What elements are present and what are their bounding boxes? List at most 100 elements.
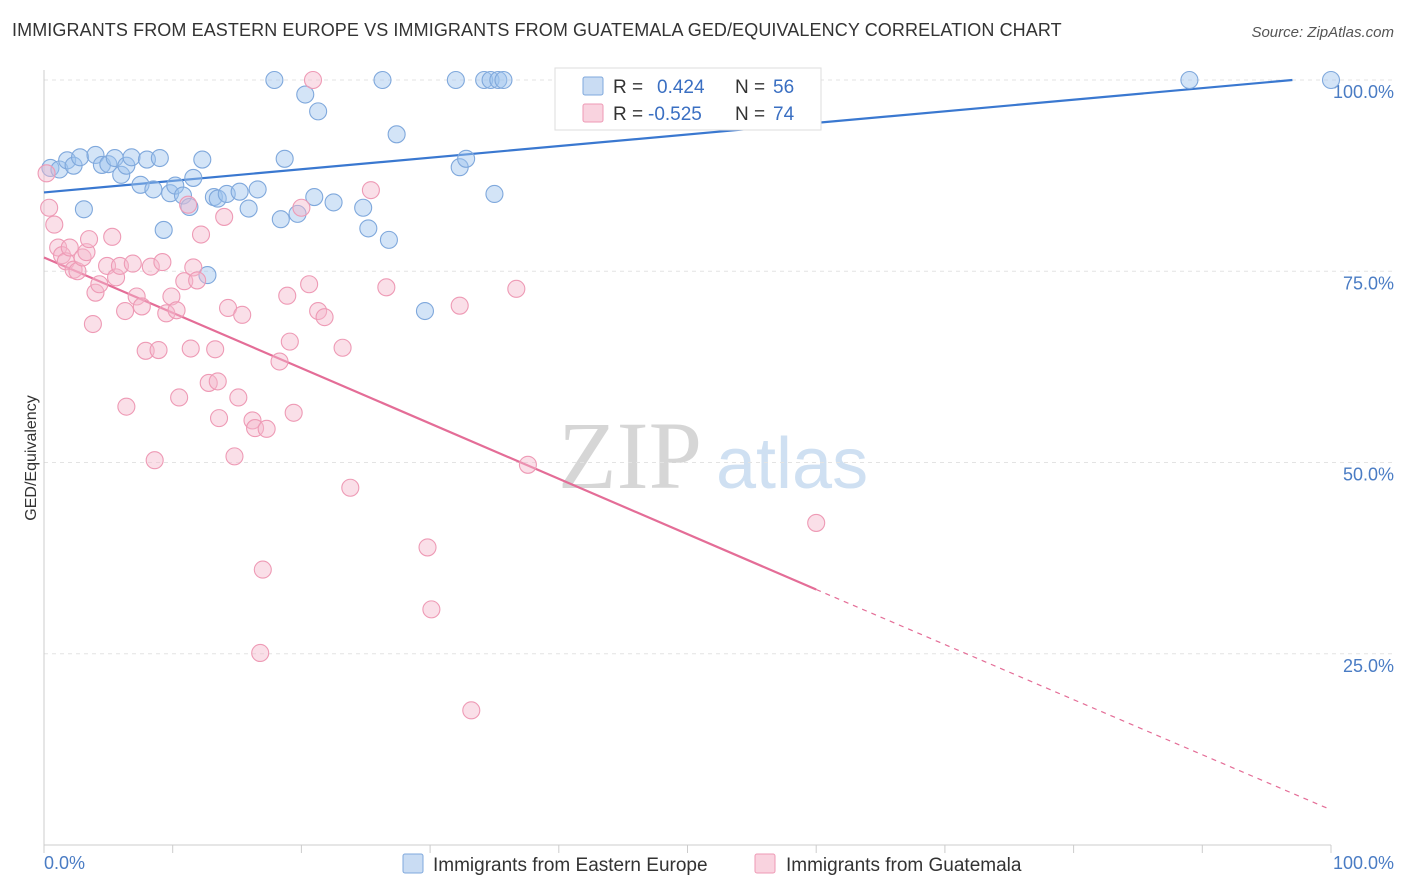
watermark-zip: ZIP bbox=[558, 402, 702, 509]
legend-n-value-1: 56 bbox=[773, 77, 794, 98]
eastern-europe-point bbox=[494, 70, 513, 90]
guatemala-point bbox=[251, 643, 270, 663]
grid bbox=[44, 79, 1394, 655]
eastern-europe-point bbox=[265, 70, 284, 90]
correlation-legend: R = 0.424 N = 56 R = -0.525 N = 74 bbox=[554, 67, 822, 131]
legend-n-label-1: N = bbox=[735, 77, 765, 98]
guatemala-point bbox=[167, 301, 186, 320]
guatemala-point bbox=[233, 305, 252, 324]
eastern-europe-point bbox=[354, 198, 373, 217]
legend-swatch-guatemala bbox=[582, 103, 604, 123]
eastern-europe-point bbox=[74, 200, 93, 219]
guatemala-point bbox=[83, 314, 102, 334]
guatemala-point bbox=[181, 339, 200, 358]
guatemala-point bbox=[422, 600, 441, 619]
guatemala-point bbox=[141, 257, 160, 276]
legend-r-label-1: R = bbox=[613, 77, 643, 98]
eastern-europe-trend-line bbox=[43, 78, 1293, 194]
guatemala-point bbox=[361, 181, 380, 200]
guatemala-point bbox=[278, 286, 297, 305]
eastern-europe-point bbox=[150, 148, 169, 168]
guatemala-point bbox=[292, 198, 311, 217]
eastern-europe-point bbox=[154, 220, 173, 239]
y-tick-label: 25.0% bbox=[1343, 656, 1394, 676]
legend-n-value-2: 74 bbox=[773, 104, 795, 125]
eastern-europe-point bbox=[373, 70, 392, 90]
guatemala-point bbox=[270, 352, 289, 371]
eastern-europe-point bbox=[457, 149, 476, 168]
guatemala-point bbox=[191, 225, 211, 244]
eastern-europe-point bbox=[296, 85, 315, 104]
guatemala-point bbox=[157, 304, 176, 323]
guatemala-point bbox=[40, 198, 59, 217]
guatemala-point bbox=[145, 451, 164, 470]
y-tick-label: 75.0% bbox=[1343, 273, 1394, 293]
eastern-europe-point bbox=[248, 180, 267, 199]
guatemala-point bbox=[209, 409, 229, 428]
eastern-europe-point bbox=[485, 184, 504, 204]
guatemala-point bbox=[225, 447, 244, 466]
guatemala-point bbox=[206, 340, 225, 359]
legend-r-label-2: R = bbox=[613, 104, 643, 125]
eastern-europe-point bbox=[230, 182, 249, 201]
guatemala-point bbox=[90, 275, 109, 294]
guatemala-point bbox=[37, 164, 56, 183]
guatemala-point bbox=[188, 271, 207, 290]
guatemala-point bbox=[149, 340, 168, 360]
guatemala-point bbox=[253, 560, 272, 579]
eastern-europe-point bbox=[379, 230, 398, 249]
guatemala-point bbox=[450, 296, 469, 315]
guatemala-point bbox=[170, 388, 189, 407]
eastern-europe-point bbox=[112, 165, 131, 184]
eastern-europe-point bbox=[475, 70, 494, 90]
guatemala-point bbox=[79, 230, 99, 249]
guatemala-point bbox=[300, 275, 319, 294]
x-tick-label-max: 100.0% bbox=[1333, 853, 1394, 873]
legend-r-value-1: 0.424 bbox=[657, 77, 705, 98]
eastern-europe-point bbox=[239, 199, 258, 218]
y-tick-label: 100.0% bbox=[1333, 82, 1394, 102]
eastern-europe-point bbox=[275, 149, 294, 168]
guatemala-point bbox=[117, 397, 136, 416]
guatemala-point bbox=[107, 268, 126, 287]
eastern-europe-point bbox=[309, 102, 328, 121]
x-axis-ticks bbox=[43, 845, 1332, 853]
x-tick-label-min: 0.0% bbox=[44, 853, 85, 873]
guatemala-point bbox=[507, 279, 526, 298]
eastern-europe-point bbox=[415, 301, 435, 321]
eastern-europe-point bbox=[324, 193, 343, 212]
guatemala-point bbox=[807, 513, 826, 532]
eastern-europe-point bbox=[1321, 70, 1341, 90]
eastern-europe-point bbox=[86, 145, 105, 165]
eastern-europe-point bbox=[173, 186, 193, 205]
guatemala-trend-line bbox=[43, 256, 817, 591]
bottom-legend-swatch-eastern-europe bbox=[402, 853, 424, 874]
eastern-europe-point bbox=[387, 125, 406, 144]
eastern-europe-point bbox=[359, 219, 378, 238]
legend-r-value-2: -0.525 bbox=[648, 104, 702, 125]
guatemala-point bbox=[280, 332, 299, 351]
chart-title: IMMIGRANTS FROM EASTERN EUROPE VS IMMIGR… bbox=[12, 20, 1062, 40]
trend-lines bbox=[43, 78, 1332, 811]
eastern-europe-point bbox=[198, 266, 217, 285]
guatemala-point bbox=[215, 207, 234, 226]
guatemala-point bbox=[123, 254, 142, 273]
guatemala-point bbox=[127, 287, 146, 306]
eastern-europe-point bbox=[193, 150, 212, 169]
guatemala-point bbox=[341, 478, 360, 497]
eastern-europe-point bbox=[271, 210, 290, 229]
eastern-europe-point bbox=[184, 168, 203, 187]
eastern-europe-point bbox=[144, 180, 163, 199]
guatemala-point bbox=[116, 301, 135, 321]
guatemala-point bbox=[179, 195, 198, 214]
guatemala-point bbox=[418, 538, 437, 557]
guatemala-point bbox=[45, 215, 64, 234]
y-tick-label: 50.0% bbox=[1343, 465, 1394, 485]
eastern-europe-point bbox=[122, 148, 141, 167]
eastern-europe-point bbox=[117, 156, 136, 175]
guatemala-point bbox=[303, 70, 323, 90]
guatemala-point bbox=[333, 338, 352, 357]
guatemala-point bbox=[377, 278, 396, 297]
guatemala-point bbox=[229, 388, 248, 407]
